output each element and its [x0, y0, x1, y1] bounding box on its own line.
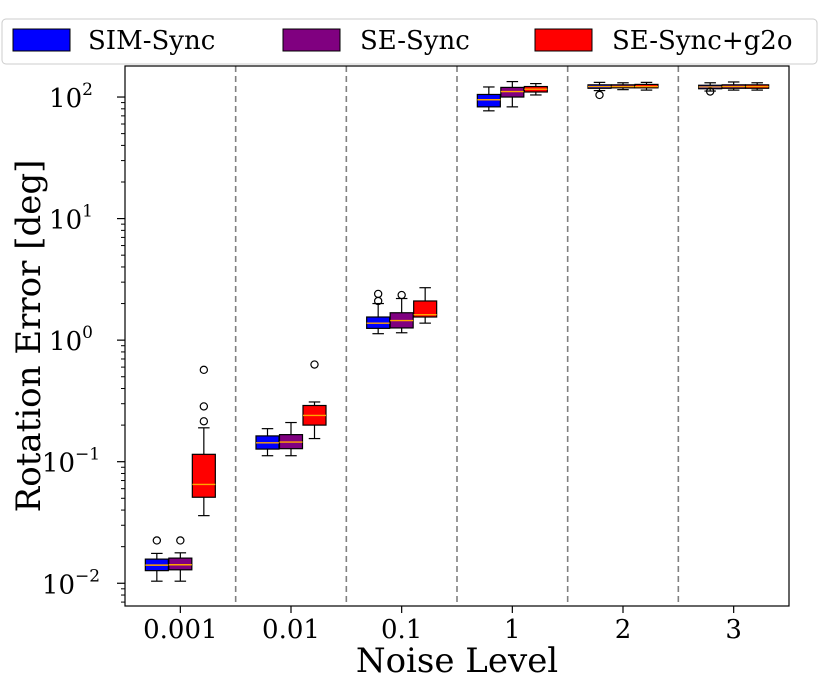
box-se-sync-1 — [278, 421, 304, 457]
legend: SIM-Sync SE-Sync SE-Sync+g2o — [1, 18, 818, 65]
box-se-sync-5 — [721, 81, 746, 91]
outlier-point — [199, 365, 209, 375]
legend-entry-se-sync-g2o: SE-Sync+g2o — [534, 26, 793, 56]
box-body — [476, 93, 501, 108]
box-se-sync-0 — [168, 536, 193, 582]
outlier-point — [595, 90, 604, 100]
x-tick-label: 2 — [615, 615, 632, 645]
y-tick-label: 10−2 — [42, 566, 100, 600]
outlier-point — [199, 402, 209, 411]
box-sim-sync-4 — [587, 81, 612, 100]
x-tick-label: 0.001 — [143, 615, 217, 645]
box-sim-sync-3 — [476, 86, 501, 112]
box-body — [168, 557, 193, 571]
category-separators — [234, 66, 680, 606]
y-axis-label: Rotation Error [deg] — [9, 160, 49, 513]
box-body — [413, 300, 438, 318]
y-axis-ticks: 10−2 10−1 100 101 102 — [42, 80, 125, 603]
box-se-sync-g2o-3 — [523, 82, 548, 96]
y-tick-label: 100 — [49, 323, 93, 357]
legend-label-se-sync-g2o: SE-Sync+g2o — [612, 26, 793, 56]
x-tick-label: 0.1 — [381, 615, 422, 645]
box-se-sync-g2o-2 — [413, 287, 438, 324]
legend-swatch-se-sync — [282, 28, 341, 52]
outlier-point — [397, 290, 406, 300]
legend-label-se-sync: SE-Sync — [360, 26, 470, 56]
outlier-point — [373, 289, 383, 299]
box-sim-sync-5 — [698, 82, 723, 96]
x-axis-ticks: 0.001 0.01 0.1 1 2 3 — [143, 606, 742, 645]
legend-entry-sim-sync: SIM-Sync — [12, 26, 215, 56]
outlier-point — [152, 536, 162, 545]
outlier-point — [176, 536, 185, 545]
box-se-sync-g2o-5 — [745, 82, 770, 91]
box-se-sync-4 — [610, 82, 636, 91]
box-se-sync-g2o-1 — [302, 360, 327, 440]
y-tick-label: 10−1 — [42, 445, 100, 479]
x-tick-label: 1 — [504, 615, 521, 645]
box-sim-sync-1 — [255, 428, 280, 457]
box-se-sync-2 — [389, 290, 414, 334]
y-tick-label: 102 — [49, 80, 93, 114]
x-axis-label: Noise Level — [356, 641, 558, 673]
box-sim-sync-0 — [144, 536, 169, 582]
legend-label-sim-sync: SIM-Sync — [88, 26, 215, 56]
x-tick-label: 0.01 — [262, 615, 320, 645]
legend-swatch-sim-sync — [12, 28, 71, 52]
legend-frame — [1, 18, 818, 65]
x-tick-label: 3 — [725, 615, 742, 645]
box-sim-sync-2 — [366, 289, 391, 335]
legend-entry-se-sync: SE-Sync — [282, 26, 470, 56]
y-tick-label: 101 — [49, 202, 93, 236]
outlier-point — [199, 417, 209, 426]
plot-area: 10−2 10−1 100 101 102 0.001 0.01 0.1 1 2 3 — [42, 65, 790, 645]
outlier-point — [310, 360, 319, 369]
axes-frame — [124, 65, 790, 607]
box-series — [144, 80, 770, 582]
box-body — [191, 453, 216, 498]
box-se-sync-g2o-4 — [634, 81, 659, 91]
box-se-sync-g2o-0 — [191, 365, 216, 517]
legend-swatch-se-sync-g2o — [534, 28, 593, 52]
box-se-sync-3 — [500, 80, 525, 108]
outlier-point — [705, 87, 715, 96]
